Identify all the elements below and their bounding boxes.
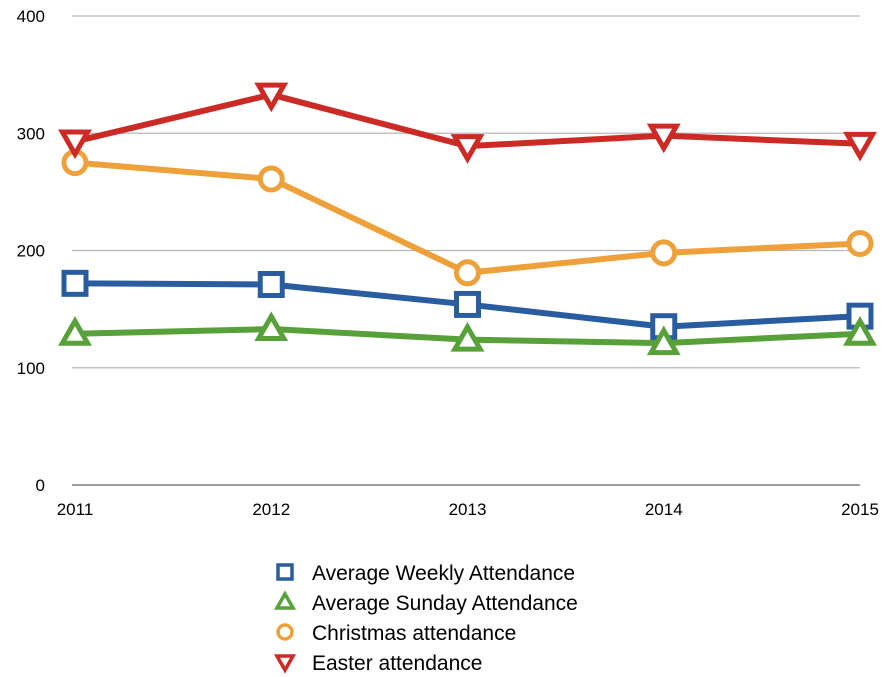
- data-point-triangle-down: [254, 82, 289, 113]
- x-tick-label: 2012: [252, 500, 290, 519]
- x-axis-tick-labels: 2011 2012 2013 2014 2015: [57, 500, 879, 519]
- data-point-triangle-down: [646, 123, 681, 154]
- series-lines: [58, 82, 877, 356]
- legend-marker-circle-icon: [276, 623, 294, 641]
- y-tick-label: 100: [17, 359, 45, 378]
- data-point-triangle-down: [58, 129, 92, 160]
- legend-marker-triangle-down-icon: [273, 654, 297, 674]
- y-tick-label: 200: [17, 242, 45, 261]
- legend-marker-square-icon: [276, 563, 294, 581]
- series-line: [72, 159, 863, 276]
- y-tick-label: 0: [36, 476, 45, 495]
- legend-item: Average Weekly Attendance: [276, 562, 575, 585]
- legend-marker-triangle-up-icon: [273, 590, 297, 610]
- data-point-triangle-up: [843, 316, 877, 346]
- x-tick-label: 2011: [57, 500, 94, 519]
- data-point-triangle-down: [843, 131, 877, 162]
- legend-label: Average Sunday Attendance: [312, 592, 578, 615]
- legend-label: Christmas attendance: [312, 622, 516, 645]
- x-tick-label: 2014: [645, 500, 683, 519]
- series-triangle-up: [58, 311, 877, 356]
- legend-item: Average Sunday Attendance: [273, 590, 578, 615]
- legend: Average Weekly Attendance Average Sunday …: [273, 562, 578, 675]
- series-triangle-down: [58, 82, 877, 164]
- y-tick-label: 400: [17, 7, 45, 26]
- data-point-triangle-up: [646, 325, 681, 356]
- y-tick-label: 300: [17, 124, 45, 143]
- data-point-circle: [257, 165, 285, 193]
- legend-item: Christmas attendance: [276, 622, 516, 645]
- gridlines: [72, 15, 860, 486]
- x-tick-label: 2013: [449, 500, 487, 519]
- legend-label: Average Weekly Attendance: [312, 562, 575, 585]
- data-point-triangle-up: [58, 316, 92, 346]
- series-circle: [61, 149, 874, 287]
- data-point-triangle-up: [254, 311, 289, 342]
- data-point-circle: [846, 229, 874, 257]
- data-point-circle: [650, 239, 678, 267]
- legend-item: Easter attendance: [273, 652, 482, 675]
- data-point-square: [61, 269, 89, 297]
- y-axis-tick-labels: 0 100 200 300 400: [17, 7, 45, 495]
- data-point-circle: [454, 259, 481, 287]
- data-point-triangle-up: [450, 321, 485, 352]
- data-point-triangle-down: [450, 134, 485, 164]
- data-point-square: [257, 271, 285, 299]
- x-tick-label: 2015: [841, 500, 879, 519]
- data-point-square: [454, 290, 481, 318]
- series-square: [61, 269, 874, 341]
- legend-label: Easter attendance: [312, 652, 482, 675]
